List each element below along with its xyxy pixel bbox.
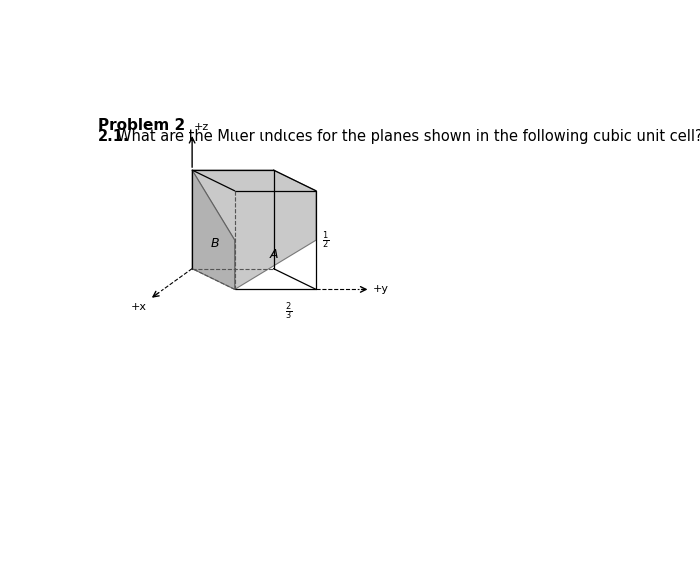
Text: +z: +z	[194, 122, 209, 132]
Text: A: A	[270, 248, 278, 261]
Text: $\frac{2}{3}$: $\frac{2}{3}$	[285, 300, 292, 322]
Text: What are the Mιιer ιndιces for the planes shown in the following cubic unit cell: What are the Mιιer ιndιces for the plane…	[117, 129, 700, 144]
Text: 2.1.: 2.1.	[98, 129, 130, 144]
Polygon shape	[192, 170, 234, 289]
Text: $\frac{1}{2}$: $\frac{1}{2}$	[322, 229, 330, 251]
Text: +y: +y	[372, 285, 389, 294]
Text: +x: +x	[131, 302, 147, 312]
Polygon shape	[192, 170, 316, 289]
Text: Problem 2: Problem 2	[98, 118, 186, 133]
Text: B: B	[211, 237, 220, 250]
